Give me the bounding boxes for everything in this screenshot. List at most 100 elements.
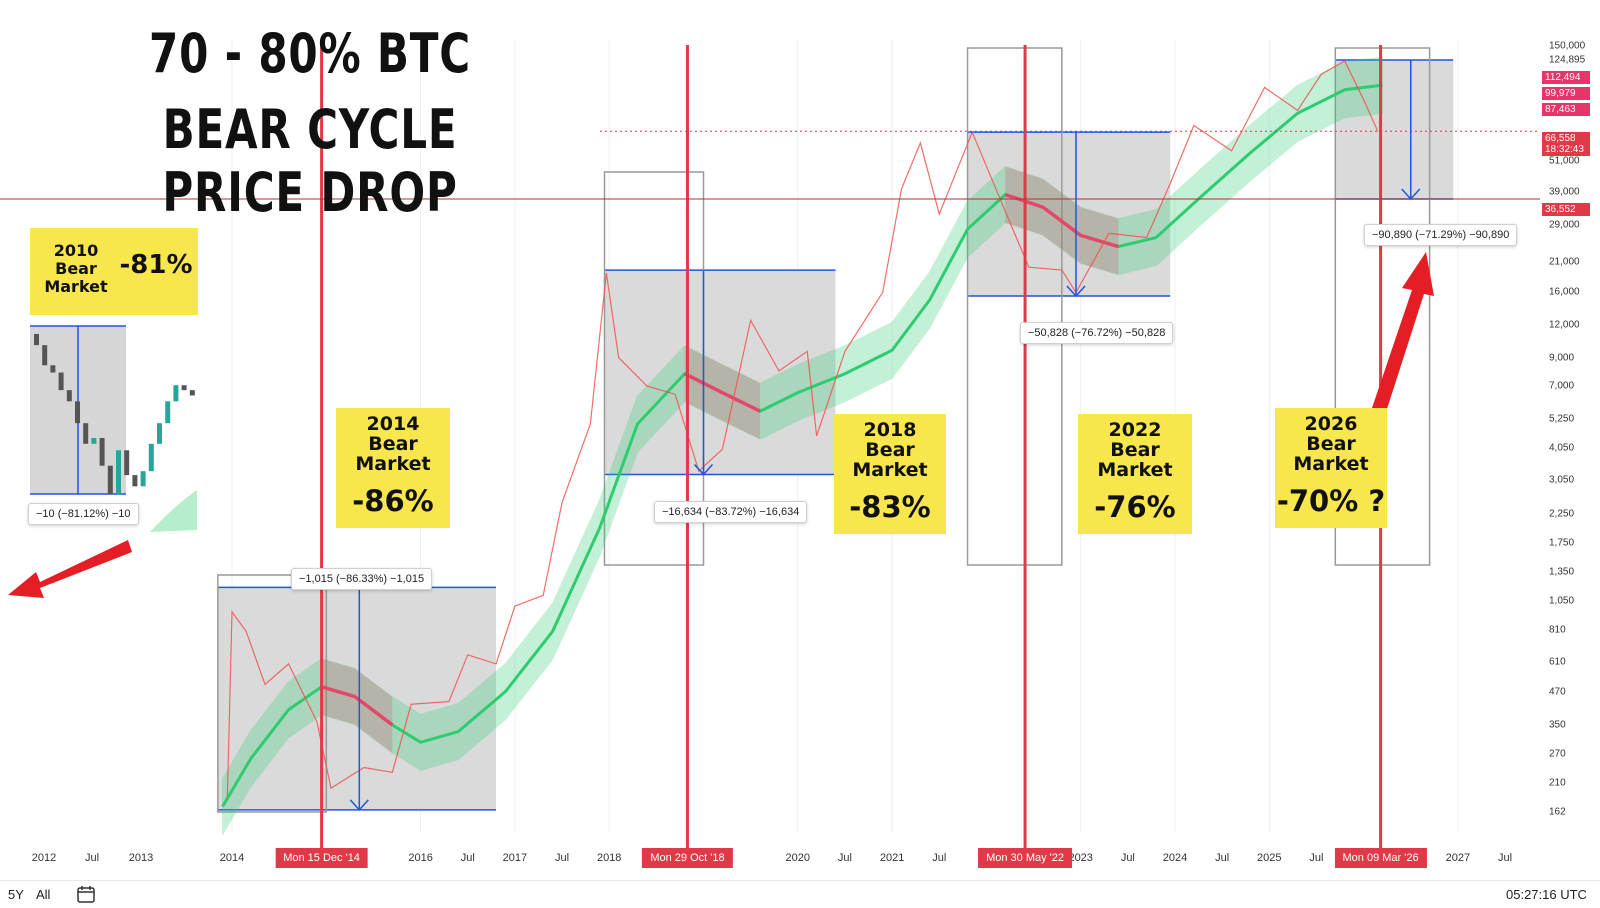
cycle-2022-box: 2022 Bear Market -76%: [1078, 414, 1192, 534]
x-highlight-date-3: Mon 09 Mar '26: [1334, 848, 1427, 868]
x-tick-12: Jul: [932, 852, 947, 864]
title-line-1: 70 - 80% BTC: [148, 22, 472, 85]
y-tick-22: 210: [1549, 777, 1566, 789]
measure-arrowhead-2022: [1066, 285, 1086, 298]
band-decline-fill-0: [321, 658, 393, 753]
y-tick-0: 150,000: [1549, 40, 1586, 52]
inset-candle-15: [157, 423, 162, 444]
y-tick-17: 810: [1549, 624, 1566, 636]
x-tick-11: 2021: [879, 852, 905, 864]
cycle-2026-box: 2026 Bear Market -70% ?: [1275, 408, 1387, 528]
y-tick-3: 39,000: [1549, 186, 1580, 198]
x-tick-18: Jul: [1309, 852, 1324, 864]
band-decline-1: [683, 372, 761, 413]
measure-label-2018: −16,634 (−83.72%) −16,634: [654, 501, 808, 523]
inset-candle-6: [83, 423, 89, 444]
cycle-2022-pct: -76%: [1094, 490, 1176, 524]
y-tick-1: 124,895: [1549, 54, 1586, 66]
x-tick-13: 2023: [1068, 852, 1093, 864]
y-tick-14: 1,750: [1549, 537, 1575, 549]
x-tick-1: Jul: [84, 852, 100, 864]
y-tick-12: 3,050: [1549, 474, 1575, 486]
date-range-icon[interactable]: [76, 884, 96, 907]
cycle-2022-label: Bear Market: [1097, 439, 1173, 481]
cycle-2018-box: 2018 Bear Market -83%: [834, 414, 946, 534]
y-tick-8: 9,000: [1549, 352, 1575, 364]
y-tick-9: 7,000: [1549, 380, 1575, 392]
inset-candle-1: [42, 345, 48, 366]
cycle-2014-label: Bear Market: [355, 433, 431, 475]
y-tick-15: 1,350: [1549, 566, 1575, 578]
title-line-2: BEAR CYCLE PRICE DROP: [162, 98, 458, 224]
x-tick-5: Jul: [460, 852, 475, 864]
x-tick-7: Jul: [555, 852, 570, 864]
cycle-frame-2026: [1334, 47, 1431, 566]
x-tick-6: 2017: [502, 852, 528, 864]
y-tick-5: 21,000: [1549, 256, 1580, 268]
bottom-toolbar: 5Y All 05:27:16 UTC: [0, 880, 1600, 908]
smoothed-band: [222, 56, 1383, 837]
y-tick-13: 2,250: [1549, 508, 1575, 520]
measure-label-2014: −1,015 (−86.33%) −1,015: [291, 568, 433, 590]
measure-arrowhead-2018: [693, 464, 714, 476]
price-badge-3: 66,558 18:32:43: [1542, 132, 1590, 156]
y-tick-2: 51,000: [1549, 155, 1580, 167]
y-tick-21: 270: [1549, 748, 1566, 760]
cycle-box-2022: [967, 132, 1171, 297]
cycle-2026-name: 2026: [1304, 413, 1358, 435]
x-tick-0: 2012: [31, 852, 57, 864]
y-tick-11: 4,050: [1549, 442, 1575, 454]
cycle-2022-name: 2022: [1108, 419, 1162, 441]
inset-candle-3: [58, 372, 64, 391]
red-arrow-left: [8, 540, 132, 598]
y-tick-20: 350: [1549, 719, 1566, 731]
range-all-button[interactable]: All: [36, 887, 51, 902]
inset-candle-7: [91, 437, 97, 444]
inset-candle-5: [75, 401, 80, 424]
x-tick-10: Jul: [837, 852, 852, 864]
inset-candle-18: [181, 385, 187, 391]
y-tick-7: 12,000: [1549, 319, 1580, 331]
range-5y-button[interactable]: 5Y: [8, 887, 24, 902]
price-line: [226, 59, 1379, 801]
x-tick-4: 2016: [408, 852, 433, 864]
cycle-2018-pct: -83%: [849, 490, 931, 524]
inset-candle-2: [50, 365, 56, 373]
cycle-2026-pct: -70% ?: [1276, 484, 1386, 518]
cycle-2010-label: 2010 Bear Market: [44, 241, 108, 296]
x-tick-2: 2013: [128, 852, 154, 864]
x-tick-17: 2025: [1257, 852, 1282, 864]
measure-label-2022: −50,828 (−76.72%) −50,828: [1020, 322, 1174, 344]
y-tick-19: 470: [1549, 686, 1566, 697]
inset-candle-4: [66, 390, 72, 402]
x-tick-8: 2018: [596, 852, 622, 864]
cycle-2010-pct: -81%: [119, 250, 193, 280]
y-tick-23: 162: [1549, 806, 1566, 818]
x-tick-9: 2020: [785, 852, 811, 864]
y-tick-16: 1,050: [1549, 595, 1575, 607]
x-highlight-date-2: Mon 30 May '22: [978, 848, 1073, 868]
cycle-2014-name: 2014: [366, 413, 420, 435]
cycle-2014-box: 2014 Bear Market -86%: [336, 408, 450, 528]
x-tick-15: 2024: [1162, 852, 1188, 864]
price-badge-1: 99,979: [1542, 87, 1590, 100]
band-decline-0: [321, 685, 394, 727]
cycle-frame-2014: [217, 574, 328, 813]
x-tick-3: 2014: [219, 852, 245, 864]
x-highlight-date-0: Mon 15 Dec '14: [275, 848, 368, 868]
cycle-frame-2022: [966, 47, 1063, 566]
inset-candle-9: [107, 465, 113, 495]
measure-label-2026: −90,890 (−71.29%) −90,890: [1364, 224, 1518, 246]
inset-band: [150, 490, 197, 532]
cycle-2026-label: Bear Market: [1293, 433, 1369, 475]
y-tick-10: 5,250: [1549, 413, 1575, 424]
cycle-2018-label: Bear Market: [852, 439, 928, 481]
inset-candle-0: [34, 333, 39, 346]
y-tick-4: 29,000: [1549, 219, 1580, 231]
inset-candle-11: [124, 450, 130, 476]
inset-candle-16: [165, 401, 171, 424]
clock-readout: 05:27:16 UTC: [1506, 887, 1587, 902]
price-badge-4: 36,552: [1542, 203, 1590, 216]
